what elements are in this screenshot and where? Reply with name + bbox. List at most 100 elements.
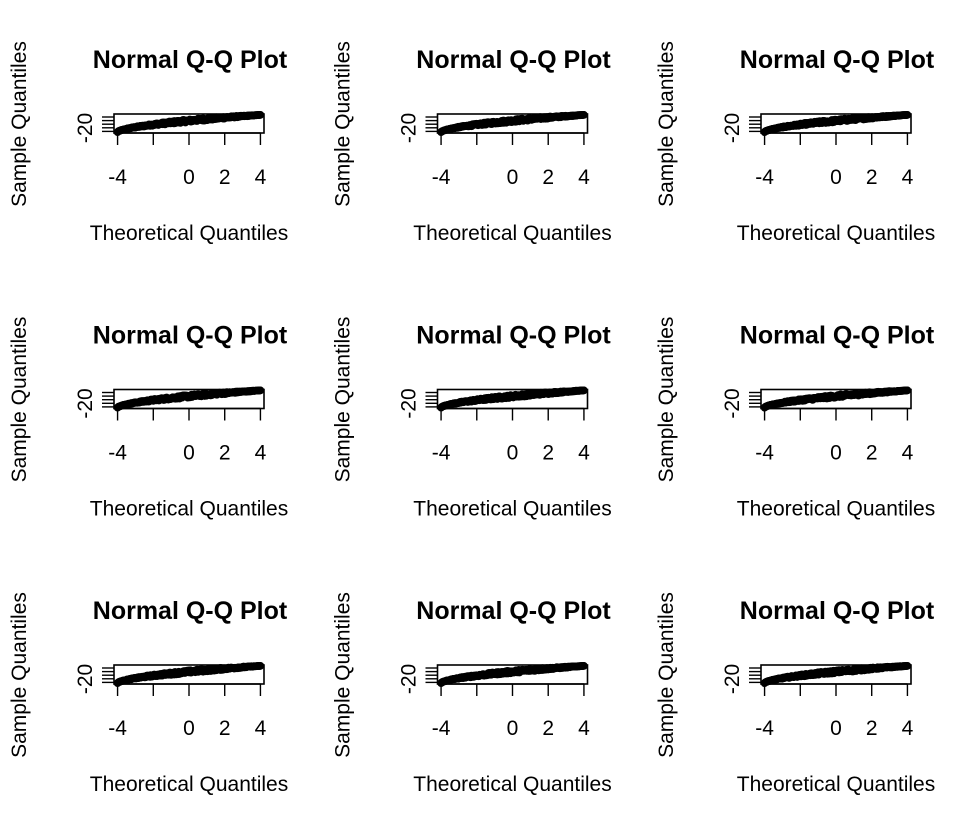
x-axis-label: Theoretical Quantiles	[413, 498, 611, 521]
y-axis-label: Sample Quantiles	[332, 41, 355, 207]
x-axis: -4 0 2 4	[108, 407, 267, 465]
y-axis: -20	[721, 388, 761, 419]
y-axis-label: Sample Quantiles	[8, 317, 31, 483]
x-tick-label: 2	[219, 442, 231, 465]
x-axis: -4 0 2 4	[755, 407, 914, 465]
x-tick-label: 0	[183, 717, 195, 740]
panel-title: Normal Q-Q Plot	[740, 597, 935, 625]
y-axis: -20	[74, 388, 114, 419]
y-axis: -20	[398, 664, 438, 694]
x-tick-label: 2	[542, 166, 554, 189]
x-axis-label: Theoretical Quantiles	[737, 222, 935, 245]
y-axis-label: Sample Quantiles	[332, 592, 355, 758]
panel-title: Normal Q-Q Plot	[93, 46, 288, 74]
y-tick-label: -20	[74, 664, 97, 694]
qq-reference-line	[761, 665, 911, 684]
panel-title: Normal Q-Q Plot	[416, 322, 611, 350]
x-tick-label: -4	[755, 166, 774, 189]
panel-title: Normal Q-Q Plot	[416, 46, 611, 74]
x-axis-label: Theoretical Quantiles	[413, 773, 611, 796]
qq-reference-line	[437, 665, 588, 684]
qq-reference-line	[437, 114, 588, 133]
x-tick-label: 0	[830, 166, 842, 189]
qq-reference-line	[114, 665, 264, 684]
x-tick-label: -4	[432, 442, 451, 465]
x-tick-label: 2	[542, 442, 554, 465]
x-axis-label: Theoretical Quantiles	[90, 222, 288, 245]
x-axis: -4 0 2 4	[432, 132, 590, 189]
y-axis-label: Sample Quantiles	[655, 592, 678, 758]
qq-panel-9: Normal Q-Q Plot Sample Quantiles Theoretic…	[655, 592, 935, 796]
y-tick-label: -20	[721, 388, 744, 418]
x-axis-label: Theoretical Quantiles	[737, 773, 935, 796]
x-axis: -4 0 2 4	[108, 683, 267, 740]
x-tick-label: 0	[507, 166, 519, 189]
x-tick-label: 0	[507, 717, 519, 740]
x-tick-label: -4	[108, 717, 127, 740]
x-tick-label: 4	[255, 442, 267, 465]
x-tick-label: -4	[755, 717, 774, 740]
y-axis-label: Sample Quantiles	[8, 592, 31, 758]
x-axis-label: Theoretical Quantiles	[90, 773, 288, 796]
y-tick-label: -20	[398, 113, 421, 143]
x-axis: -4 0 2 4	[432, 683, 590, 740]
x-tick-label: -4	[108, 442, 127, 465]
y-tick-label: -20	[721, 664, 744, 694]
x-tick-label: 4	[578, 442, 590, 465]
y-axis: -20	[74, 113, 114, 143]
x-tick-label: 0	[830, 717, 842, 740]
x-tick-label: -4	[755, 442, 774, 465]
y-axis-label: Sample Quantiles	[8, 41, 31, 207]
y-tick-label: -20	[398, 664, 421, 694]
x-tick-label: 4	[578, 166, 590, 189]
qq-panel-8: Normal Q-Q Plot Sample Quantiles Theoretic…	[332, 592, 612, 796]
qq-reference-line	[761, 389, 911, 409]
x-tick-label: -4	[108, 166, 127, 189]
qq-reference-line	[114, 389, 264, 409]
x-axis-label: Theoretical Quantiles	[413, 222, 611, 245]
y-axis: -20	[721, 113, 761, 143]
y-tick-label: -20	[721, 113, 744, 143]
x-tick-label: 2	[866, 442, 878, 465]
x-axis: -4 0 2 4	[755, 683, 914, 740]
x-tick-label: 2	[866, 717, 878, 740]
x-tick-label: 4	[255, 166, 267, 189]
y-axis-label: Sample Quantiles	[655, 41, 678, 207]
qq-panel-5: Normal Q-Q Plot Sample Quantiles Theoretic…	[332, 317, 612, 521]
qq-panel-2: Normal Q-Q Plot Sample Quantiles Theoretic…	[332, 41, 612, 245]
y-axis-label: Sample Quantiles	[655, 317, 678, 483]
y-tick-label: -20	[74, 113, 97, 143]
y-axis: -20	[398, 113, 438, 143]
panel-title: Normal Q-Q Plot	[93, 322, 288, 350]
x-tick-label: 4	[902, 166, 914, 189]
y-axis-label: Sample Quantiles	[332, 317, 355, 483]
panel-title: Normal Q-Q Plot	[93, 597, 288, 625]
x-tick-label: 2	[866, 166, 878, 189]
x-tick-label: 2	[542, 717, 554, 740]
x-axis: -4 0 2 4	[432, 407, 590, 465]
qq-reference-line	[114, 114, 264, 133]
x-tick-label: 0	[830, 442, 842, 465]
x-tick-label: -4	[432, 717, 451, 740]
y-tick-label: -20	[398, 388, 421, 418]
qq-points	[113, 110, 265, 137]
y-axis: -20	[721, 664, 761, 694]
x-axis: -4 0 2 4	[755, 132, 914, 189]
panel-title: Normal Q-Q Plot	[416, 597, 611, 625]
qq-panel-6: Normal Q-Q Plot Sample Quantiles Theoretic…	[655, 317, 935, 521]
x-axis: -4 0 2 4	[108, 132, 267, 189]
x-axis-label: Theoretical Quantiles	[737, 498, 935, 521]
x-tick-label: 0	[507, 442, 519, 465]
qq-panel-4: Normal Q-Q Plot Sample Quantiles Theoretic…	[8, 317, 288, 521]
y-axis: -20	[74, 664, 114, 694]
qq-panel-3: Normal Q-Q Plot Sample Quantiles Theoretic…	[655, 41, 935, 245]
x-tick-label: 0	[183, 442, 195, 465]
x-tick-label: 2	[219, 717, 231, 740]
panel-title: Normal Q-Q Plot	[740, 46, 935, 74]
qq-reference-line	[761, 114, 911, 133]
x-axis-label: Theoretical Quantiles	[90, 498, 288, 521]
x-tick-label: 4	[902, 442, 914, 465]
qq-reference-line	[437, 389, 588, 409]
y-tick-label: -20	[74, 388, 97, 418]
